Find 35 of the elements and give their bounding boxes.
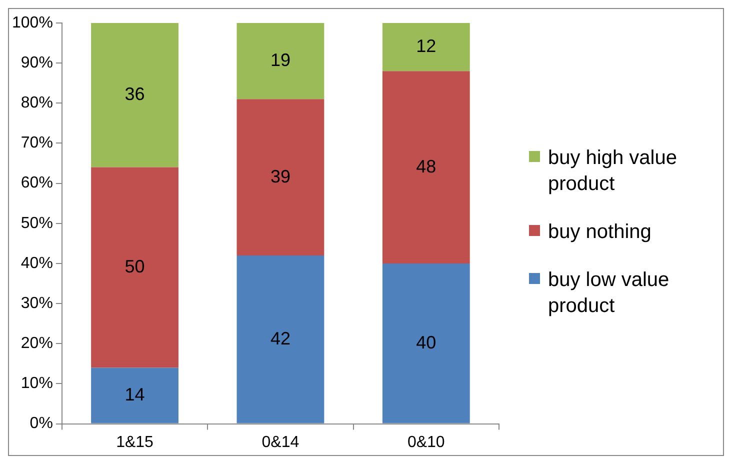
y-tick-label: 0% (30, 415, 53, 432)
y-tick-label: 10% (20, 375, 53, 392)
data-label: 40 (416, 332, 436, 352)
legend-label: buy nothing (548, 220, 652, 245)
y-tick-label: 20% (20, 335, 53, 352)
y-tick-label: 50% (20, 214, 53, 232)
data-label: 42 (270, 328, 290, 348)
legend-label: buy high value product (548, 146, 678, 197)
data-label: 14 (124, 384, 145, 404)
bar (236, 99, 324, 256)
data-label: 50 (124, 256, 145, 276)
bar (236, 255, 324, 424)
y-tick-label: 30% (20, 294, 53, 312)
x-tick-label: 0&14 (262, 434, 300, 451)
bar (382, 23, 470, 72)
data-label: 19 (270, 50, 290, 70)
bar (91, 368, 178, 424)
bar (382, 263, 470, 424)
data-label: 48 (416, 156, 436, 176)
data-label: 12 (416, 36, 436, 56)
y-tick-label: 40% (20, 254, 53, 272)
y-tick-label: 80% (20, 94, 53, 112)
legend-label: buy low value product (548, 268, 670, 319)
bar (236, 23, 324, 100)
x-tick-label: 1&15 (116, 434, 154, 451)
y-tick-label: 90% (20, 54, 53, 72)
x-tick-label: 0&10 (407, 434, 445, 451)
bar (91, 23, 178, 168)
y-tick-label: 100% (12, 14, 53, 32)
data-label: 36 (124, 84, 145, 104)
bar (382, 71, 470, 264)
data-label: 39 (270, 166, 290, 186)
bar (91, 167, 178, 368)
y-tick-label: 60% (20, 174, 53, 192)
y-tick-label: 70% (20, 134, 53, 152)
